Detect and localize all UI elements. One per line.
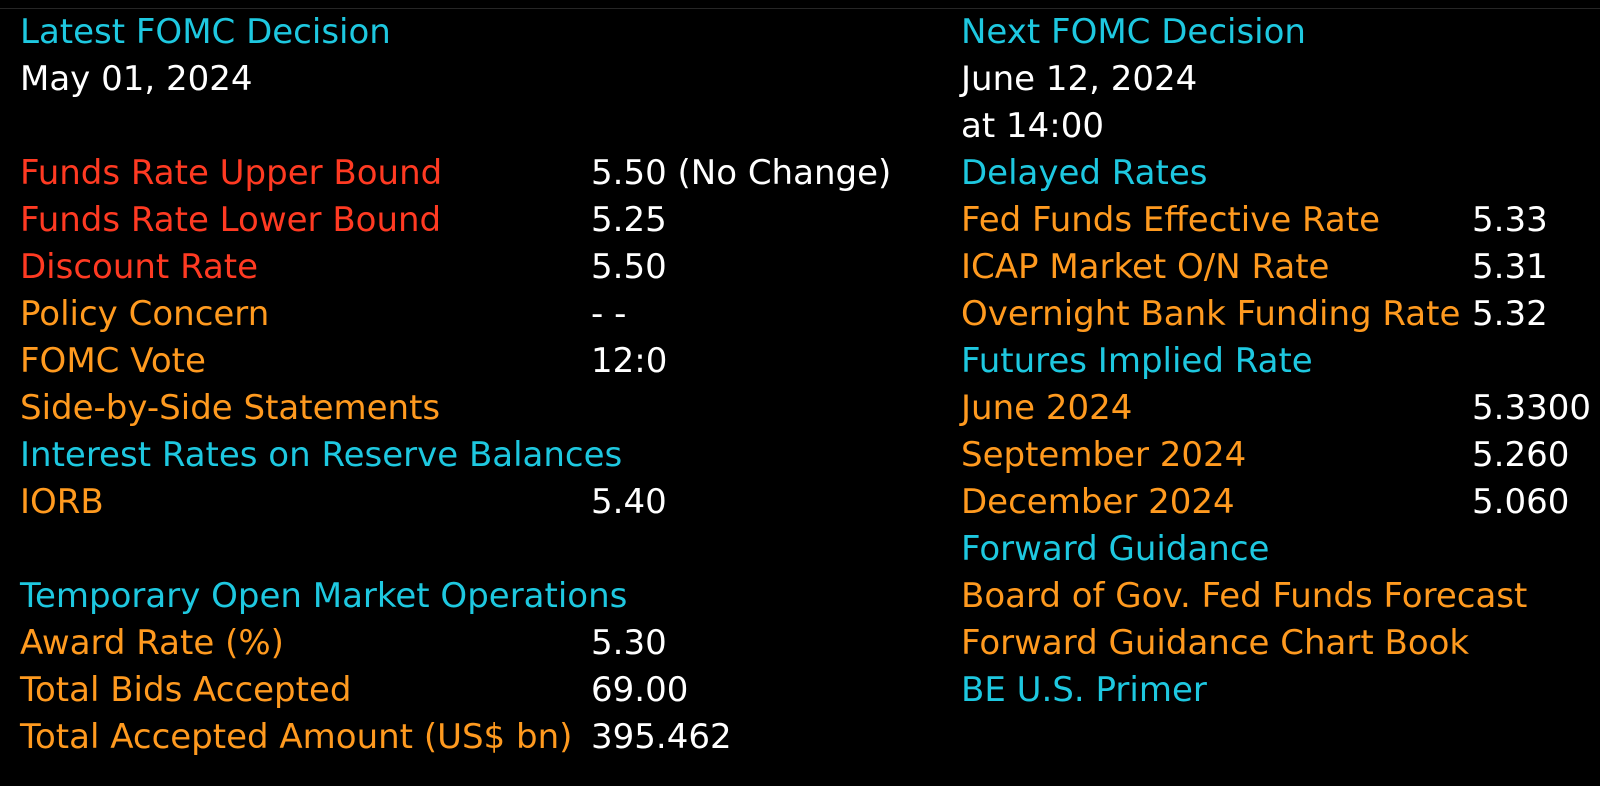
reserves-heading-row: Interest Rates on Reserve Balances — [20, 432, 920, 479]
lower-bound-row[interactable]: Funds Rate Lower Bound 5.25 — [20, 197, 920, 244]
futures-month-label: September 2024 — [961, 435, 1247, 475]
latest-date-row: May 01, 2024 — [20, 56, 920, 103]
discount-rate-label: Discount Rate — [20, 247, 259, 287]
bids-accepted-label: Total Bids Accepted — [20, 670, 352, 710]
board-forecast-link[interactable]: Board of Gov. Fed Funds Forecast — [961, 576, 1528, 616]
obfr-label: Overnight Bank Funding Rate — [961, 294, 1461, 334]
chart-book-link[interactable]: Forward Guidance Chart Book — [961, 623, 1470, 663]
reserve-balances-heading: Interest Rates on Reserve Balances — [20, 435, 623, 475]
bids-accepted-value: 69.00 — [591, 670, 689, 710]
upper-bound-value: 5.50 (No Change) — [591, 153, 892, 193]
futures-rate-value: 5.3300 — [1472, 388, 1591, 428]
futures-row[interactable]: September 2024 5.260 — [961, 432, 1591, 479]
futures-row[interactable]: December 2024 5.060 — [961, 479, 1591, 526]
futures-rate-value: 5.060 — [1472, 482, 1570, 522]
futures-rate-value: 5.260 — [1472, 435, 1570, 475]
futures-row[interactable]: June 2024 5.3300 — [961, 385, 1591, 432]
fomc-vote-value: 12:0 — [591, 341, 668, 381]
latest-fomc-date: May 01, 2024 — [20, 59, 253, 99]
iorb-value: 5.40 — [591, 482, 667, 522]
next-fomc-time: at 14:00 — [961, 106, 1104, 146]
award-rate-value: 5.30 — [591, 623, 667, 663]
next-heading-row: Next FOMC Decision — [961, 9, 1591, 56]
spacer — [20, 103, 920, 150]
chart-book-row[interactable]: Forward Guidance Chart Book — [961, 620, 1591, 667]
latest-fomc-heading: Latest FOMC Decision — [20, 12, 391, 52]
policy-concern-label: Policy Concern — [20, 294, 270, 334]
spacer — [20, 526, 920, 573]
accepted-amount-value: 395.462 — [591, 717, 732, 757]
futures-implied-heading: Futures Implied Rate — [961, 341, 1313, 381]
accepted-amount-row[interactable]: Total Accepted Amount (US$ bn) 395.462 — [20, 714, 920, 761]
discount-rate-row[interactable]: Discount Rate 5.50 — [20, 244, 920, 291]
bids-accepted-row[interactable]: Total Bids Accepted 69.00 — [20, 667, 920, 714]
side-by-side-row[interactable]: Side-by-Side Statements — [20, 385, 920, 432]
forward-guidance-heading: Forward Guidance — [961, 529, 1270, 569]
effective-rate-label: Fed Funds Effective Rate — [961, 200, 1381, 240]
discount-rate-value: 5.50 — [591, 247, 667, 287]
next-fomc-date: June 12, 2024 — [961, 59, 1198, 99]
policy-concern-row[interactable]: Policy Concern - - — [20, 291, 920, 338]
lower-bound-label: Funds Rate Lower Bound — [20, 200, 442, 240]
upper-bound-label: Funds Rate Upper Bound — [20, 153, 443, 193]
accepted-amount-label: Total Accepted Amount (US$ bn) — [20, 717, 573, 757]
top-divider — [0, 8, 1600, 9]
delayed-rates-heading: Delayed Rates — [961, 153, 1208, 193]
iorb-row[interactable]: IORB 5.40 — [20, 479, 920, 526]
next-time-row: at 14:00 — [961, 103, 1591, 150]
left-panel: Latest FOMC Decision May 01, 2024 Funds … — [20, 9, 920, 761]
icap-rate-label: ICAP Market O/N Rate — [961, 247, 1330, 287]
icap-rate-value: 5.31 — [1472, 247, 1548, 287]
award-rate-row[interactable]: Award Rate (%) 5.30 — [20, 620, 920, 667]
delayed-heading-row: Delayed Rates — [961, 150, 1591, 197]
be-primer-link[interactable]: BE U.S. Primer — [961, 670, 1207, 710]
primer-row[interactable]: BE U.S. Primer — [961, 667, 1591, 714]
next-date-row: June 12, 2024 — [961, 56, 1591, 103]
tomo-heading-row: Temporary Open Market Operations — [20, 573, 920, 620]
fomc-vote-label: FOMC Vote — [20, 341, 206, 381]
guidance-heading-row: Forward Guidance — [961, 526, 1591, 573]
obfr-value: 5.32 — [1472, 294, 1548, 334]
right-panel: Next FOMC Decision June 12, 2024 at 14:0… — [961, 9, 1591, 714]
icap-rate-row[interactable]: ICAP Market O/N Rate 5.31 — [961, 244, 1591, 291]
futures-month-label: December 2024 — [961, 482, 1235, 522]
effective-rate-row[interactable]: Fed Funds Effective Rate 5.33 — [961, 197, 1591, 244]
side-by-side-statements-link[interactable]: Side-by-Side Statements — [20, 388, 441, 428]
iorb-label: IORB — [20, 482, 104, 522]
futures-month-label: June 2024 — [961, 388, 1133, 428]
tomo-heading: Temporary Open Market Operations — [20, 576, 628, 616]
policy-concern-value: - - — [591, 294, 627, 334]
next-fomc-heading: Next FOMC Decision — [961, 12, 1306, 52]
effective-rate-value: 5.33 — [1472, 200, 1548, 240]
latest-heading-row: Latest FOMC Decision — [20, 9, 920, 56]
obfr-row[interactable]: Overnight Bank Funding Rate 5.32 — [961, 291, 1591, 338]
award-rate-label: Award Rate (%) — [20, 623, 284, 663]
futures-heading-row: Futures Implied Rate — [961, 338, 1591, 385]
lower-bound-value: 5.25 — [591, 200, 667, 240]
upper-bound-row[interactable]: Funds Rate Upper Bound 5.50 (No Change) — [20, 150, 920, 197]
board-forecast-row[interactable]: Board of Gov. Fed Funds Forecast — [961, 573, 1591, 620]
fomc-vote-row[interactable]: FOMC Vote 12:0 — [20, 338, 920, 385]
